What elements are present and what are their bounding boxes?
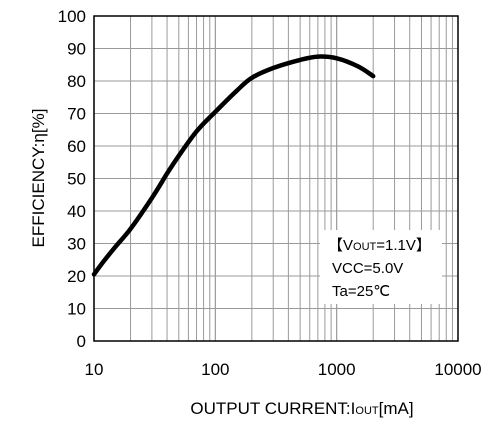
x-axis-label-main: OUTPUT CURRENT:I: [190, 399, 355, 418]
y-tick-label: 60: [67, 137, 86, 156]
x-tick-label: 10000: [434, 360, 481, 379]
y-tick-label: 100: [58, 7, 86, 26]
x-axis-label-subscript: OUT: [355, 405, 379, 417]
y-tick-label: 70: [67, 105, 86, 124]
x-tick-label: 1000: [318, 360, 356, 379]
y-tick-labels: 0 10 20 30 40 50 60 70 80 90 100: [58, 7, 86, 351]
annotation-line-1-rest: =1.1V】: [376, 237, 431, 254]
x-tick-labels: 10 100 1000 10000: [85, 360, 482, 379]
y-tick-label: 90: [67, 40, 86, 59]
annotation-box: [320, 230, 442, 304]
efficiency-curve: [91, 54, 376, 277]
annotation-line-2: VCC=5.0V: [332, 260, 403, 277]
y-tick-label: 80: [67, 72, 86, 91]
y-tick-label: 30: [67, 235, 86, 254]
annotation-line-1: 【VOUT=1.1V】: [328, 237, 431, 254]
x-tick-label: 100: [201, 360, 229, 379]
x-axis-label-unit: [mA]: [379, 399, 414, 418]
x-axis-label: OUTPUT CURRENT:IOUT[mA]: [190, 399, 413, 418]
y-tick-label: 0: [77, 332, 86, 351]
plot-frame: [93, 15, 459, 342]
y-tick-label: 20: [67, 267, 86, 286]
annotation-line-1-subscript: OUT: [353, 241, 377, 253]
annotation-line-3: Ta=25℃: [332, 283, 390, 300]
annotation-line-1-open: 【V: [328, 237, 353, 254]
y-tick-label: 10: [67, 300, 86, 319]
y-axis-label: EFFICIENCY:η[%]: [29, 109, 48, 248]
y-tick-label: 40: [67, 202, 86, 221]
y-tick-label: 50: [67, 170, 86, 189]
x-tick-label: 10: [85, 360, 104, 379]
